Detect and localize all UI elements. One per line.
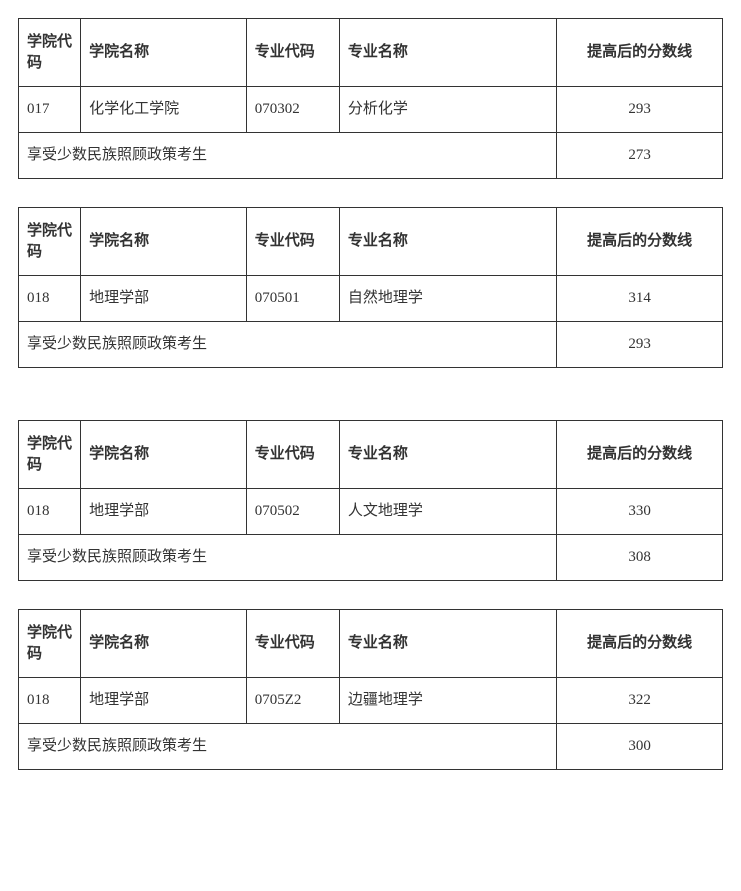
- header-score-line: 提高后的分数线: [557, 610, 723, 678]
- cell-major-code: 070302: [246, 87, 339, 133]
- cell-college-name: 地理学部: [81, 276, 247, 322]
- table-gap: [18, 581, 723, 609]
- minority-row: 享受少数民族照顾政策考生308: [19, 535, 723, 581]
- score-table: 学院代码学院名称专业代码专业名称提高后的分数线018地理学部070502人文地理…: [18, 420, 723, 581]
- cell-score: 322: [557, 678, 723, 724]
- table-row: 018地理学部070501自然地理学314: [19, 276, 723, 322]
- cell-college-name: 地理学部: [81, 489, 247, 535]
- header-college-code: 学院代码: [19, 421, 81, 489]
- header-college-name: 学院名称: [81, 208, 247, 276]
- table-row: 018地理学部0705Z2边疆地理学322: [19, 678, 723, 724]
- score-table: 学院代码学院名称专业代码专业名称提高后的分数线018地理学部070501自然地理…: [18, 207, 723, 368]
- minority-label: 享受少数民族照顾政策考生: [19, 724, 557, 770]
- header-major-name: 专业名称: [339, 19, 556, 87]
- header-score-line: 提高后的分数线: [557, 421, 723, 489]
- minority-score: 293: [557, 322, 723, 368]
- score-table: 学院代码学院名称专业代码专业名称提高后的分数线017化学化工学院070302分析…: [18, 18, 723, 179]
- header-major-name: 专业名称: [339, 421, 556, 489]
- table-row: 018地理学部070502人文地理学330: [19, 489, 723, 535]
- header-college-name: 学院名称: [81, 421, 247, 489]
- header-major-code: 专业代码: [246, 208, 339, 276]
- header-major-code: 专业代码: [246, 610, 339, 678]
- cell-college-name: 地理学部: [81, 678, 247, 724]
- cell-major-name: 自然地理学: [339, 276, 556, 322]
- header-score-line: 提高后的分数线: [557, 208, 723, 276]
- cell-major-name: 分析化学: [339, 87, 556, 133]
- cell-college-code: 018: [19, 678, 81, 724]
- cell-major-name: 人文地理学: [339, 489, 556, 535]
- header-college-code: 学院代码: [19, 19, 81, 87]
- minority-score: 308: [557, 535, 723, 581]
- cell-major-code: 0705Z2: [246, 678, 339, 724]
- table-row: 017化学化工学院070302分析化学293: [19, 87, 723, 133]
- minority-row: 享受少数民族照顾政策考生273: [19, 133, 723, 179]
- header-major-name: 专业名称: [339, 610, 556, 678]
- table-gap: [18, 368, 723, 420]
- minority-score: 273: [557, 133, 723, 179]
- minority-row: 享受少数民族照顾政策考生293: [19, 322, 723, 368]
- cell-major-code: 070502: [246, 489, 339, 535]
- cell-major-name: 边疆地理学: [339, 678, 556, 724]
- minority-row: 享受少数民族照顾政策考生300: [19, 724, 723, 770]
- header-score-line: 提高后的分数线: [557, 19, 723, 87]
- minority-label: 享受少数民族照顾政策考生: [19, 133, 557, 179]
- header-major-code: 专业代码: [246, 19, 339, 87]
- tables-container: 学院代码学院名称专业代码专业名称提高后的分数线017化学化工学院070302分析…: [18, 18, 723, 770]
- header-college-code: 学院代码: [19, 610, 81, 678]
- header-major-name: 专业名称: [339, 208, 556, 276]
- cell-major-code: 070501: [246, 276, 339, 322]
- table-gap: [18, 179, 723, 207]
- cell-college-code: 018: [19, 276, 81, 322]
- cell-score: 314: [557, 276, 723, 322]
- minority-label: 享受少数民族照顾政策考生: [19, 322, 557, 368]
- header-college-name: 学院名称: [81, 19, 247, 87]
- minority-label: 享受少数民族照顾政策考生: [19, 535, 557, 581]
- cell-college-code: 017: [19, 87, 81, 133]
- cell-college-name: 化学化工学院: [81, 87, 247, 133]
- score-table: 学院代码学院名称专业代码专业名称提高后的分数线018地理学部0705Z2边疆地理…: [18, 609, 723, 770]
- header-college-name: 学院名称: [81, 610, 247, 678]
- cell-score: 330: [557, 489, 723, 535]
- cell-college-code: 018: [19, 489, 81, 535]
- minority-score: 300: [557, 724, 723, 770]
- header-major-code: 专业代码: [246, 421, 339, 489]
- header-college-code: 学院代码: [19, 208, 81, 276]
- cell-score: 293: [557, 87, 723, 133]
